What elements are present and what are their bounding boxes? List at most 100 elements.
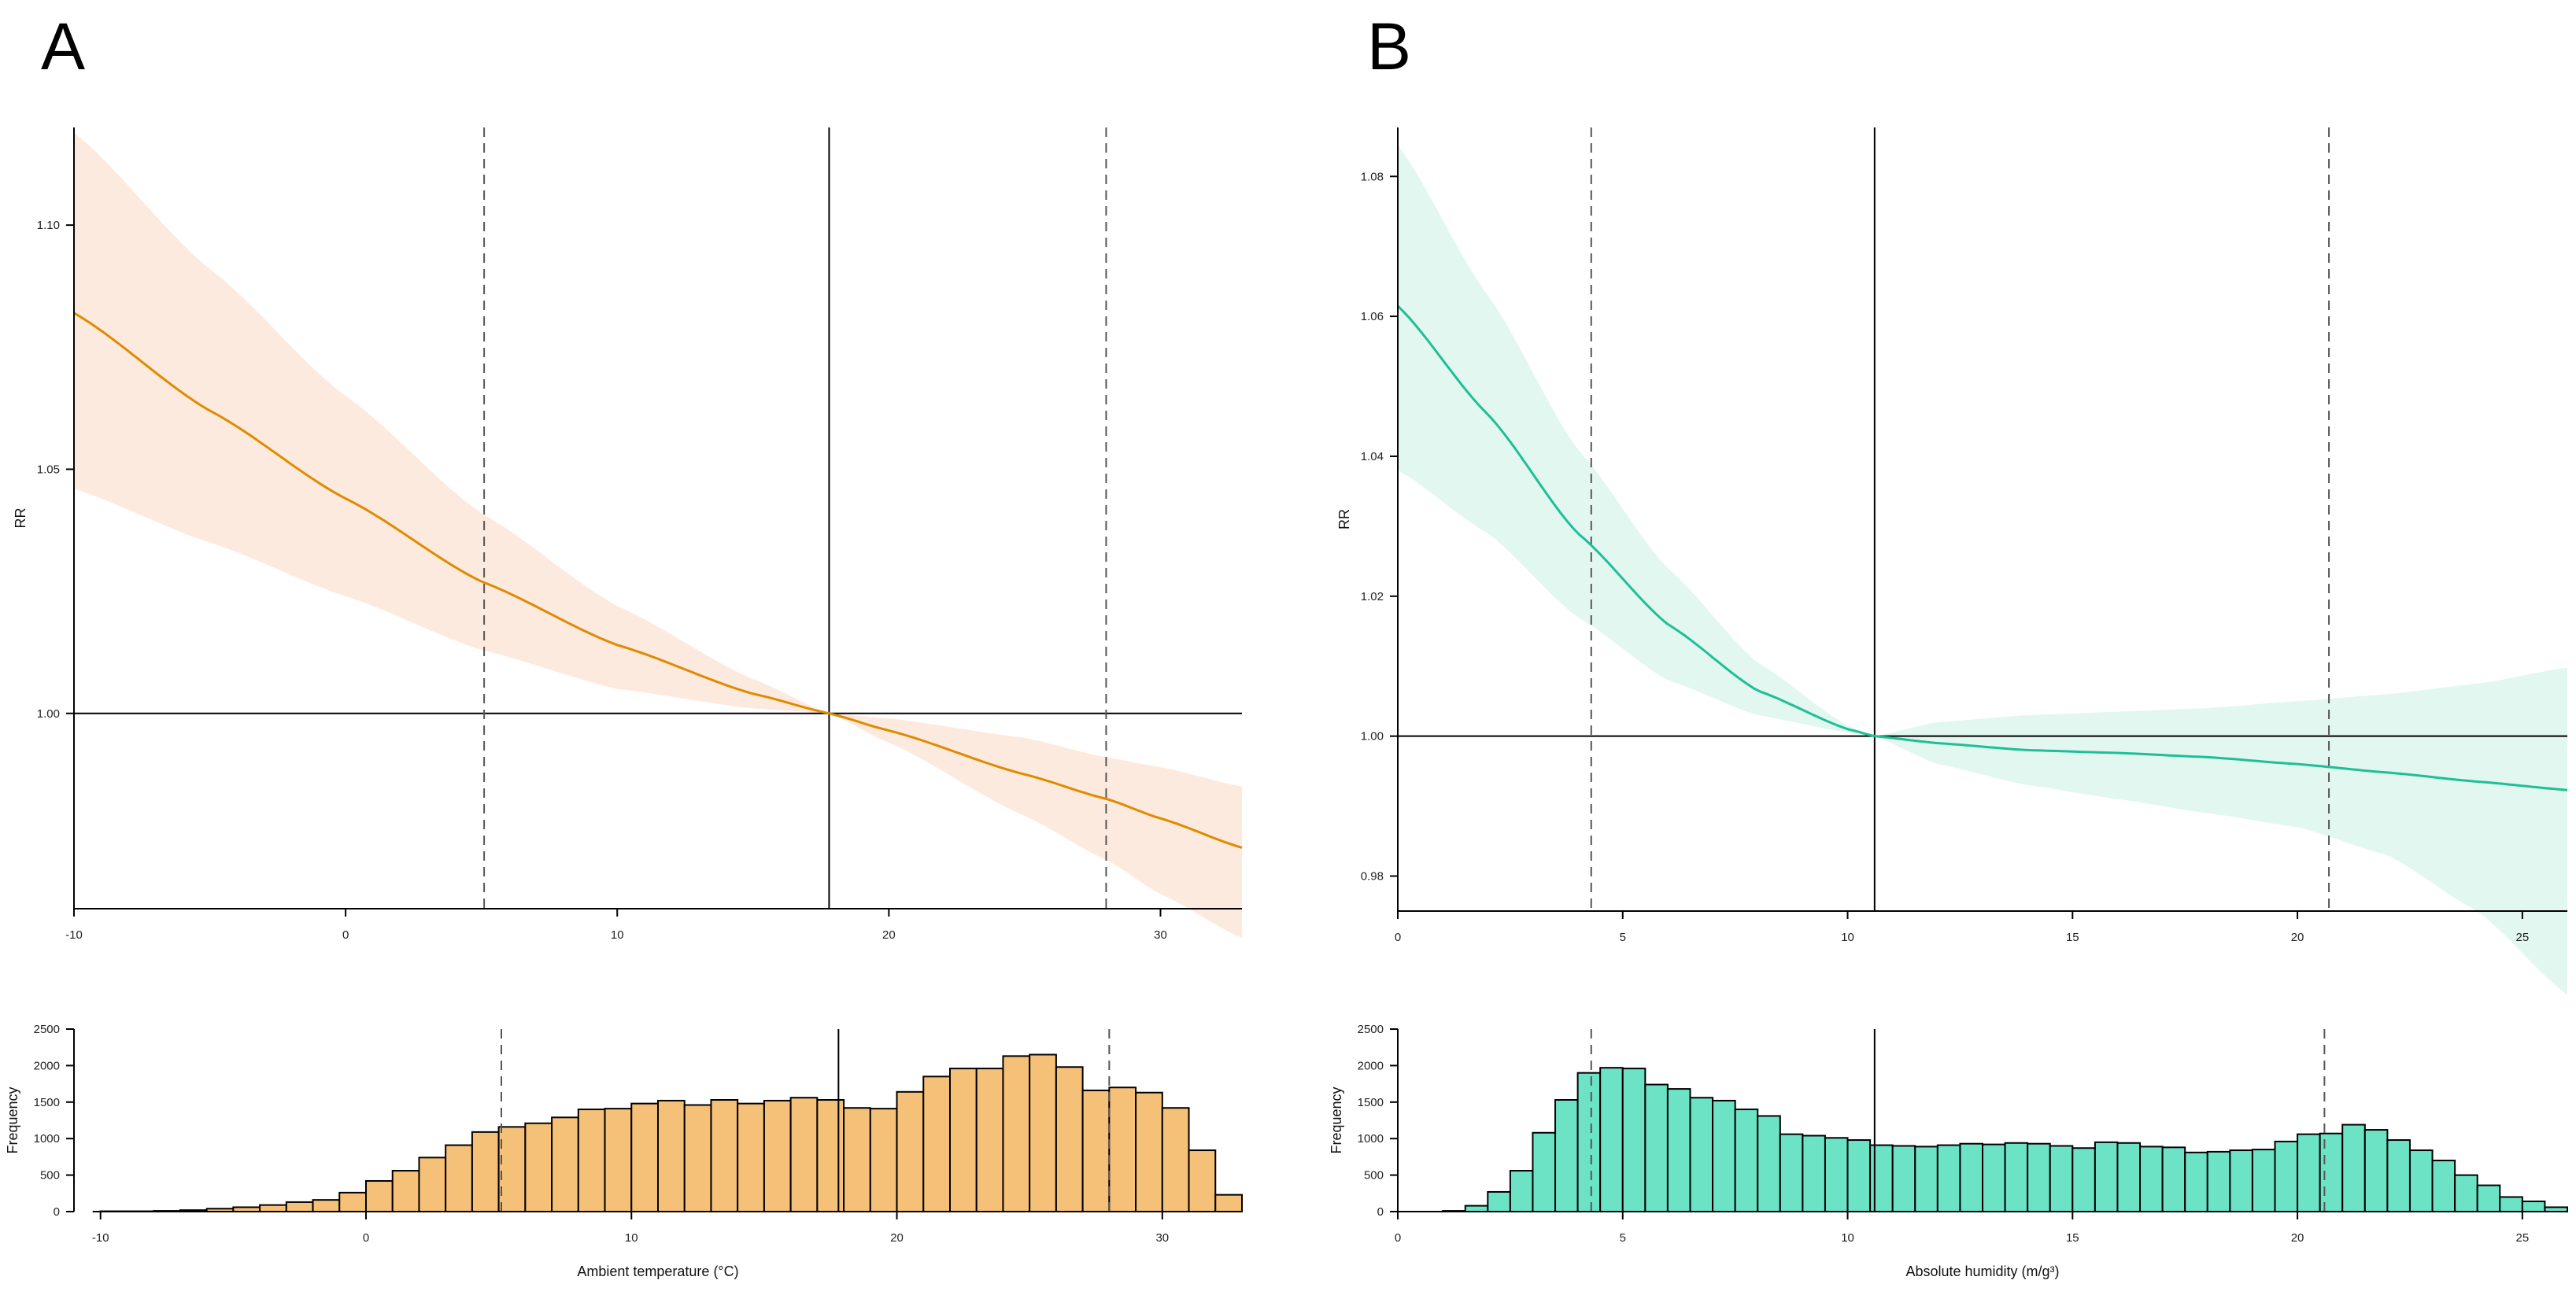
panel-b-hist-bar [1666,1088,1691,1212]
panel-a-hist-y-tick-label: 2000 [34,1059,60,1072]
panel-b-hist-y-tick-label: 2500 [1358,1023,1384,1036]
panel-a-hist-bar [1029,1053,1057,1212]
panel-a-hist-y-tick-label: 1500 [34,1096,60,1109]
panel-a-hist-bar [657,1099,686,1212]
panel-label-b: B [1367,9,1411,83]
panel-b-hist-x-tick-label: 0 [1395,1231,1401,1245]
panel-a-hist-y-axis-label: Frequency [5,1087,20,1153]
panel-b-hist-bar [2004,1142,2029,1212]
panel-b-rr-x-tick-label: 20 [2291,931,2304,944]
panel-b-rr-x-tick-label: 15 [2066,931,2079,944]
panel-a-rr-x-tick-label: 20 [882,928,896,942]
panel-a-hist-bar [1214,1194,1243,1213]
panel-a-hist-bar [737,1102,765,1212]
panel-a-hist-bar [1188,1149,1217,1212]
panel-b-hist-y-tick-label: 1000 [1358,1132,1384,1146]
panel-b-hist-bar [2251,1149,2276,1212]
panel-a-hist-bar [1055,1066,1084,1212]
panel-b-hist-y-tick-label: 500 [1364,1169,1384,1182]
panel-a-hist-bar [497,1126,527,1213]
panel-b-rr-ci-band [1398,145,2567,995]
panel-b-hist-bar [1824,1137,1849,1212]
panel-b-hist-bar [2319,1132,2344,1212]
panel-a-hist-bar [604,1108,633,1212]
panel-a-rr-y-tick-label: 1.05 [37,463,60,476]
panel-b-hist-x-tick-label: 20 [2291,1231,2304,1245]
panel-b-hist-bar [2408,1149,2434,1212]
panel-b-histogram: 0 5 10 15 20 25 0 500 1000 1500 2000 2500 Frequency A… [1329,1023,2569,1279]
panel-b-hist-x-tick-label: 15 [2066,1231,2079,1245]
panel-a-hist-bar [471,1131,500,1213]
panel-b-hist-bar [1936,1144,1961,1212]
panel-b-hist-bar [1914,1146,1938,1212]
panel-a-rr-y-tick-label: 1.00 [37,707,60,721]
panel-b-hist-bar [2229,1149,2253,1212]
panel-b-hist-bar [2341,1123,2366,1212]
panel-a-hist-bar [312,1199,341,1212]
panel-b-hist-bar [2499,1196,2523,1212]
panel-b-hist-bar [1846,1139,1872,1213]
panel-b-hist-bar [2297,1133,2321,1212]
panel-b-rr-y-tick-label: 1.06 [1361,310,1384,323]
panel-a-hist-bar [1002,1055,1031,1213]
panel-b-hist-bar [2072,1147,2096,1213]
panel-b-hist-bar [2386,1139,2411,1213]
panel-a-hist-x-tick-label: 10 [625,1231,638,1245]
panel-a-hist-bar [259,1204,287,1212]
panel-b-rr-plot: 0 5 10 15 20 25 0.98 1.00 1.02 1.04 1.06 1.08 RR [1336,127,2568,995]
panel-b-hist-bar [1712,1099,1736,1212]
panel-b-hist-bar [1599,1067,1624,1212]
panel-a-hist-bar [285,1201,314,1213]
panel-a-hist-bar [896,1090,925,1212]
panel-b-hist-bar [1487,1190,1511,1212]
panel-a-hist-bar [949,1068,978,1213]
panel-a-rr-x-tick-label: 0 [342,928,349,942]
panel-b-hist-bar [2049,1145,2074,1212]
panel-a-rr-rr-curve [73,312,1243,849]
panel-b-hist-bar [1532,1131,1557,1212]
panel-a-hist-bar [365,1180,394,1213]
panel-a-hist-bar [1161,1107,1190,1212]
panel-b-rr-y-tick-label: 1.04 [1361,450,1384,463]
panel-a-hist-y-tick-label: 2500 [34,1023,60,1036]
panel-b-hist-bar [2363,1129,2389,1212]
panel-b-hist-bar [2454,1174,2478,1212]
panel-a-hist-bar [763,1099,792,1212]
panel-b-hist-bar [2027,1142,2051,1213]
panel-b-hist-bar [2521,1201,2546,1213]
panel-a-hist-bar [1081,1089,1111,1213]
panel-a-rr-x-tick-label: 10 [611,928,624,942]
panel-a-hist-y-tick-label: 1000 [34,1132,60,1146]
panel-a-hist-bar [551,1116,579,1212]
panel-a-hist-x-tick-label: -10 [92,1231,109,1245]
panel-b-hist-bar [1869,1144,1894,1212]
panel-a-hist-y-tick-label: 500 [40,1169,60,1182]
panel-b-hist-bar [1757,1115,1781,1213]
panel-b-hist-y-tick-label: 1500 [1358,1096,1384,1109]
panel-a-hist-bar [338,1191,368,1212]
panel-a-rr-x-tick-label: -10 [65,928,83,942]
panel-b-hist-bar [2476,1184,2501,1213]
panel-a-hist-bar [710,1099,739,1212]
panel-a-rr-ci-band [74,132,1242,939]
panel-a-hist-x-tick-label: 20 [890,1231,904,1245]
panel-b-hist-x-tick-label: 10 [1841,1231,1854,1245]
panel-b-rr-y-tick-label: 1.00 [1361,730,1384,743]
panel-a-hist-bar [816,1099,845,1212]
panel-b-hist-bar [2274,1140,2299,1212]
panel-a-hist-bar [524,1122,553,1213]
panel-a-hist-bar [869,1108,898,1212]
panel-a-hist-bar [630,1102,659,1212]
panel-a-hist-bar [975,1068,1004,1213]
panel-b-hist-bar [2094,1141,2119,1212]
panel-b-hist-y-axis-label: Frequency [1329,1087,1344,1153]
panel-a-hist-bar [1135,1091,1163,1212]
panel-b-hist-x-axis-label: Absolute humidity (m/g³) [1905,1264,2059,1279]
panel-b-hist-y-tick-label: 0 [1377,1205,1384,1219]
panel-a-hist-bar [1108,1087,1137,1212]
panel-b-rr-x-tick-label: 5 [1620,931,1626,944]
panel-b-hist-bar [1891,1145,1916,1212]
panel-a-rr-y-axis-label: RR [13,508,28,529]
panel-b-hist-bar [2161,1146,2186,1213]
